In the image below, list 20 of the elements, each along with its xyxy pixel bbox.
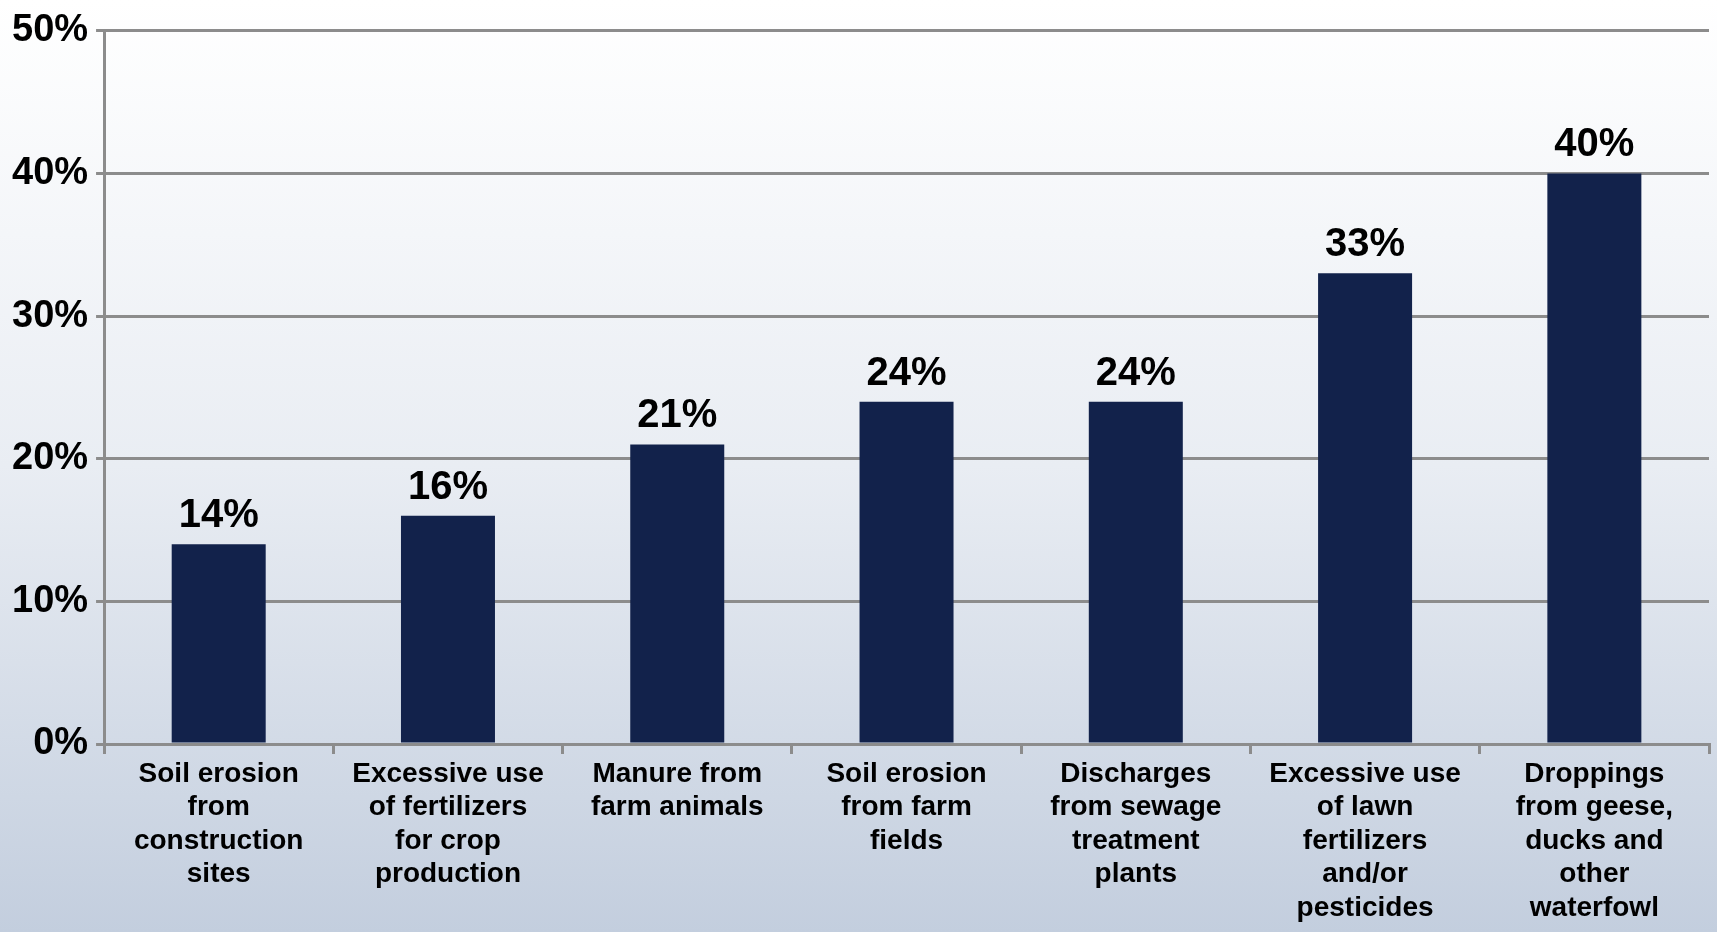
y-tick-label: 10%: [11, 577, 89, 620]
data-label: 24%: [1095, 348, 1176, 393]
data-label: 16%: [407, 462, 488, 507]
data-label: 40%: [1554, 120, 1635, 165]
x-tick-label: Soil erosion from construction sites: [133, 756, 304, 889]
y-tick-label: 0%: [33, 720, 89, 763]
x-tick-label: Excessive use of lawn fertilizers and/or pesticides: [1269, 756, 1461, 922]
y-tick-label: 40%: [11, 149, 89, 192]
data-label: 14%: [178, 491, 259, 536]
x-tick-label: Excessive use of fertilizers for crop production: [352, 756, 544, 889]
x-tick-label: Manure from farm animals: [590, 756, 764, 822]
y-tick-label: 20%: [11, 435, 89, 478]
y-tick-label: 50%: [11, 7, 89, 50]
data-label: 21%: [637, 391, 718, 436]
y-tick-label: 30%: [11, 292, 89, 335]
x-tick-label: Droppings from geese, ducks and other waterfowl: [1515, 756, 1673, 922]
data-label: 33%: [1325, 220, 1406, 265]
data-label: 24%: [866, 348, 947, 393]
x-tick-label: Discharges from sewage treatment plants: [1050, 756, 1222, 889]
x-tick-label: Soil erosion from farm fields: [826, 756, 987, 855]
